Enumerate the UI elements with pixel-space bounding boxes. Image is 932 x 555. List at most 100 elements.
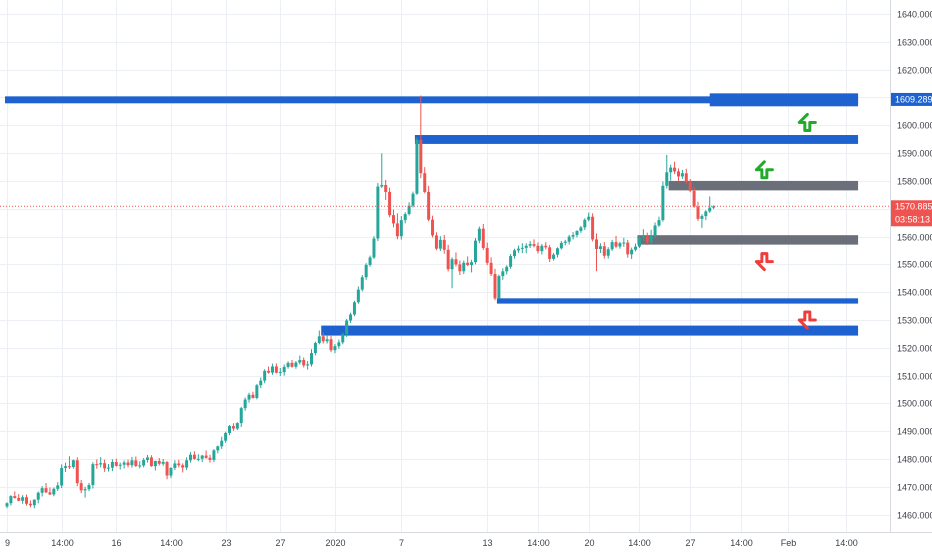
candle-body xyxy=(313,343,317,354)
candle-body xyxy=(575,230,579,236)
candle-body xyxy=(485,247,489,263)
candle-body xyxy=(571,235,575,237)
candle-body xyxy=(36,492,40,500)
y-tick-label: 1530.000 xyxy=(897,316,932,326)
candle-body xyxy=(407,205,411,215)
y-tick-label: 1620.000 xyxy=(897,66,932,76)
candle-body xyxy=(255,385,259,398)
candle-body xyxy=(267,370,271,373)
candle-body xyxy=(665,172,669,186)
candle-body xyxy=(306,364,310,366)
candle-body xyxy=(364,264,368,278)
candle-body xyxy=(196,458,200,460)
y-tick-label: 1590.000 xyxy=(897,149,932,159)
countdown-label: 03:58:13 xyxy=(895,214,930,224)
candle-body xyxy=(431,219,435,236)
candle-body xyxy=(44,488,48,493)
x-tick-label: 9 xyxy=(5,538,10,548)
y-tick-label: 1560.000 xyxy=(897,233,932,243)
candle-body xyxy=(188,454,192,461)
candle-body xyxy=(173,463,177,468)
candle-body xyxy=(142,459,146,466)
candle-body xyxy=(134,460,138,466)
candle-body xyxy=(251,394,255,398)
x-tick-label: 14:00 xyxy=(628,538,651,548)
candle-body xyxy=(661,185,665,221)
candle-body xyxy=(657,220,661,226)
candle-body xyxy=(278,372,282,374)
candle-body xyxy=(501,271,505,277)
candle-body xyxy=(684,173,688,182)
zone-bar[interactable] xyxy=(668,180,859,191)
candle-layer xyxy=(5,95,716,509)
candle-body xyxy=(473,240,477,263)
candle-body xyxy=(79,483,83,491)
candle-body xyxy=(489,262,493,275)
candle-body xyxy=(505,266,509,272)
candle-body xyxy=(559,242,563,249)
candle-body xyxy=(427,191,431,220)
candle-body xyxy=(146,457,150,460)
zone-bar[interactable] xyxy=(637,235,859,245)
candle-body xyxy=(17,498,21,501)
candle-body xyxy=(669,167,673,173)
candle-body xyxy=(622,242,626,244)
candle-body xyxy=(302,359,306,366)
candle-body xyxy=(544,245,548,248)
zone-bar[interactable] xyxy=(496,298,859,304)
level-price-label-box xyxy=(891,92,932,106)
candle-body xyxy=(239,408,243,424)
x-tick-label: 16 xyxy=(111,538,121,548)
candle-body xyxy=(67,466,71,468)
candle-body xyxy=(352,302,356,315)
arrow-up-icon[interactable] xyxy=(797,112,817,132)
candle-body xyxy=(200,455,204,459)
y-tick-label: 1550.000 xyxy=(897,260,932,270)
x-tick-label: 14:00 xyxy=(527,538,550,548)
x-tick-label: 14:00 xyxy=(51,538,74,548)
arrow-down-icon[interactable] xyxy=(797,310,817,330)
candle-body xyxy=(274,366,278,373)
y-tick-label: 1520.000 xyxy=(897,344,932,354)
zone-layer xyxy=(5,93,859,336)
candle-body xyxy=(477,228,481,241)
arrow-down-icon[interactable] xyxy=(754,252,774,272)
candle-body xyxy=(91,464,95,486)
candle-body xyxy=(411,193,415,206)
current-price-label: 1570.885 xyxy=(895,201,932,211)
zone-bar[interactable] xyxy=(321,325,859,336)
candle-body xyxy=(376,186,380,239)
candle-body xyxy=(157,460,161,464)
candle-body xyxy=(391,215,395,224)
candle-body xyxy=(286,362,290,367)
candle-body xyxy=(637,237,641,247)
candle-body xyxy=(5,503,9,507)
candle-body xyxy=(626,242,630,255)
time-axis[interactable]: 9 14:00 16 14:00 23 27 2020 7 13 14:00 20 14:00 27 14… xyxy=(5,538,858,548)
candle-body xyxy=(345,320,349,335)
candle-body xyxy=(536,245,540,252)
candle-body xyxy=(696,206,700,219)
candle-body xyxy=(208,457,212,460)
candle-body xyxy=(192,454,196,459)
zone-bar[interactable] xyxy=(414,135,859,144)
arrow-layer xyxy=(754,112,817,330)
candle-body xyxy=(442,239,446,250)
candle-body xyxy=(40,488,44,493)
x-tick-label: 14:00 xyxy=(835,538,858,548)
zone-bar[interactable] xyxy=(5,96,859,104)
candle-body xyxy=(497,276,501,299)
zone-bar-thick[interactable] xyxy=(709,93,859,107)
candle-body xyxy=(415,139,419,194)
arrow-up-icon[interactable] xyxy=(754,160,774,180)
current-price-label-box xyxy=(891,200,932,227)
candle-body xyxy=(450,259,454,270)
candle-body xyxy=(462,262,466,272)
candle-body xyxy=(118,464,122,466)
candle-body xyxy=(149,457,153,467)
candle-body xyxy=(528,244,532,246)
candle-body xyxy=(87,485,91,490)
candle-body xyxy=(419,139,423,174)
candle-body xyxy=(555,248,559,255)
